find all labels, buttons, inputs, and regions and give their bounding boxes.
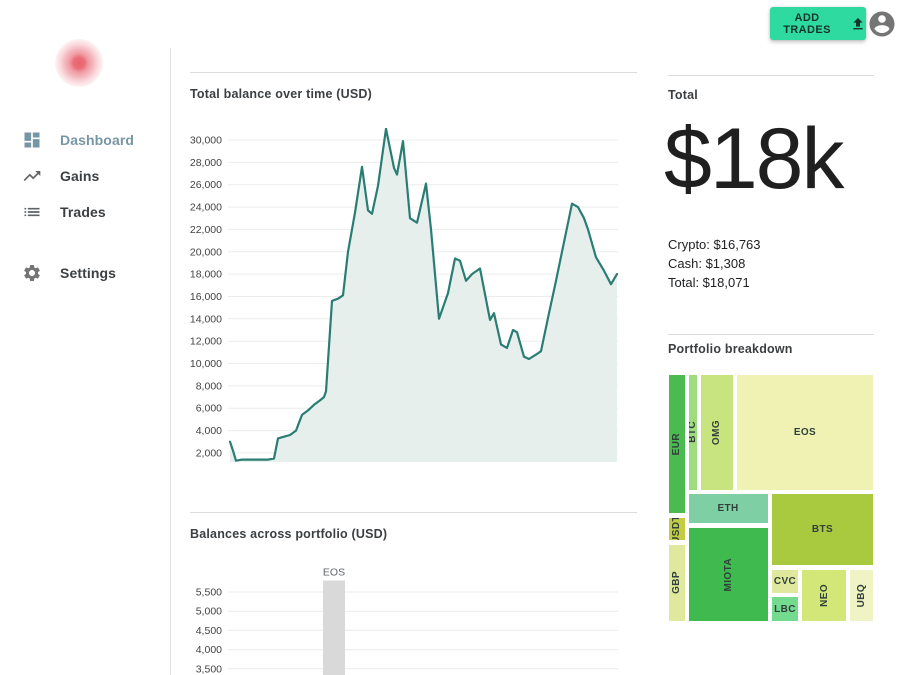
section-divider [668,75,874,76]
treemap-cell-label: BTC [687,421,698,444]
y-tick-label: 12,000 [190,336,222,348]
treemap-cell-cvc: CVC [771,568,800,595]
y-tick-label: 26,000 [190,179,222,191]
y-tick-label: 4,500 [196,625,222,637]
sidebar-item-dashboard[interactable]: Dashboard [0,122,170,158]
treemap-cell-label: BTS [811,524,834,536]
gear-icon [22,263,42,283]
list-icon [22,202,42,222]
y-tick-label: 30,000 [190,135,222,147]
balances-across-portfolio-chart: 5,500 5,000 4,500 4,000 3,500 EOS [196,567,618,675]
treemap-cell-omg: OMG [699,374,734,491]
add-trades-button[interactable]: ADD TRADES [770,7,866,40]
section-divider [668,334,874,335]
upload-icon [850,16,866,32]
treemap-cell-gbp: GBP [668,543,686,622]
total-title: Total [668,88,698,102]
treemap-cell-label: NEO [818,583,830,607]
balance-chart-title: Total balance over time (USD) [190,87,372,101]
add-trades-label: ADD TRADES [783,11,831,36]
y-tick-label: 24,000 [190,202,222,214]
treemap-cell-usdt: USDT [668,516,686,542]
brand-logo [55,39,103,87]
section-divider [190,72,637,73]
sidebar-item-label: Gains [60,168,100,184]
y-tick-label: 5,000 [196,606,222,618]
y-tick-label: 18,000 [190,269,222,281]
sidebar-item-label: Settings [60,265,117,281]
sidebar-item-gains[interactable]: Gains [0,158,170,194]
y-tick-label: 6,000 [196,403,222,415]
portfolio-treemap: EUR USDT GBP BTC OMG EOS ETH MIOTA BTS CVC LBC NEO U… [668,374,874,622]
treemap-cell-miota: MIOTA [687,526,769,622]
sidebar-divider [170,48,171,675]
sidebar-item-label: Dashboard [60,132,135,148]
sidebar-item-label: Trades [60,204,106,220]
bar-eos [323,580,345,675]
treemap-cell-ubq: UBQ [849,568,874,622]
treemap-cell-lbc: LBC [771,596,800,622]
treemap-cell-eur: EUR [668,374,686,515]
y-tick-label: 2,000 [196,447,222,459]
balances-chart-title: Balances across portfolio (USD) [190,527,388,541]
trending-up-icon [22,166,42,186]
treemap-cell-label: GBP [671,571,683,595]
area-fill [230,128,617,463]
total-breakdown-line: Crypto: $16,763 [668,237,761,252]
y-tick-label: 14,000 [190,313,222,325]
sidebar-item-settings[interactable]: Settings [0,255,170,291]
account-circle-icon[interactable] [867,9,897,39]
y-tick-label: 8,000 [196,380,222,392]
dashboard-icon [22,130,42,150]
bar-label: EOS [323,567,345,579]
treemap-cell-label: ETH [717,503,739,515]
treemap-cell-label: CVC [773,575,797,587]
treemap-cell-neo: NEO [801,568,847,622]
y-tick-label: 22,000 [190,224,222,236]
y-tick-label: 5,500 [196,587,222,599]
treemap-cell-label: EOS [793,426,817,438]
total-headline: $18k [664,111,844,207]
section-divider [190,512,637,513]
treemap-cell-eos: EOS [735,374,874,491]
treemap-cell-bts: BTS [771,493,874,567]
y-tick-label: 20,000 [190,246,222,258]
total-breakdown: Crypto: $16,763 Cash: $1,308 Total: $18,07… [668,235,761,292]
portfolio-title: Portfolio breakdown [668,342,793,356]
y-tick-label: 4,000 [196,425,222,437]
total-breakdown-line: Cash: $1,308 [668,256,746,271]
y-tick-label: 4,000 [196,644,222,656]
treemap-cell-label: EUR [671,432,683,456]
balance-line [228,128,619,462]
treemap-cell-btc: BTC [687,374,698,491]
treemap-cell-label: UBQ [856,583,868,608]
treemap-cell-label: LBC [774,603,796,615]
y-tick-label: 16,000 [190,291,222,303]
y-tick-label: 3,500 [196,663,222,675]
treemap-cell-eth: ETH [687,493,769,525]
y-tick-label: 10,000 [190,358,222,370]
sidebar-item-trades[interactable]: Trades [0,194,170,230]
treemap-cell-label: USDT [671,516,683,542]
treemap-cell-label: MIOTA [722,557,734,591]
balance-over-time-chart: 30,000 28,000 26,000 24,000 22,000 20,000 18,0… [190,128,619,463]
total-breakdown-line: Total: $18,071 [668,275,750,290]
y-tick-label: 28,000 [190,157,222,169]
treemap-cell-label: OMG [711,419,723,445]
